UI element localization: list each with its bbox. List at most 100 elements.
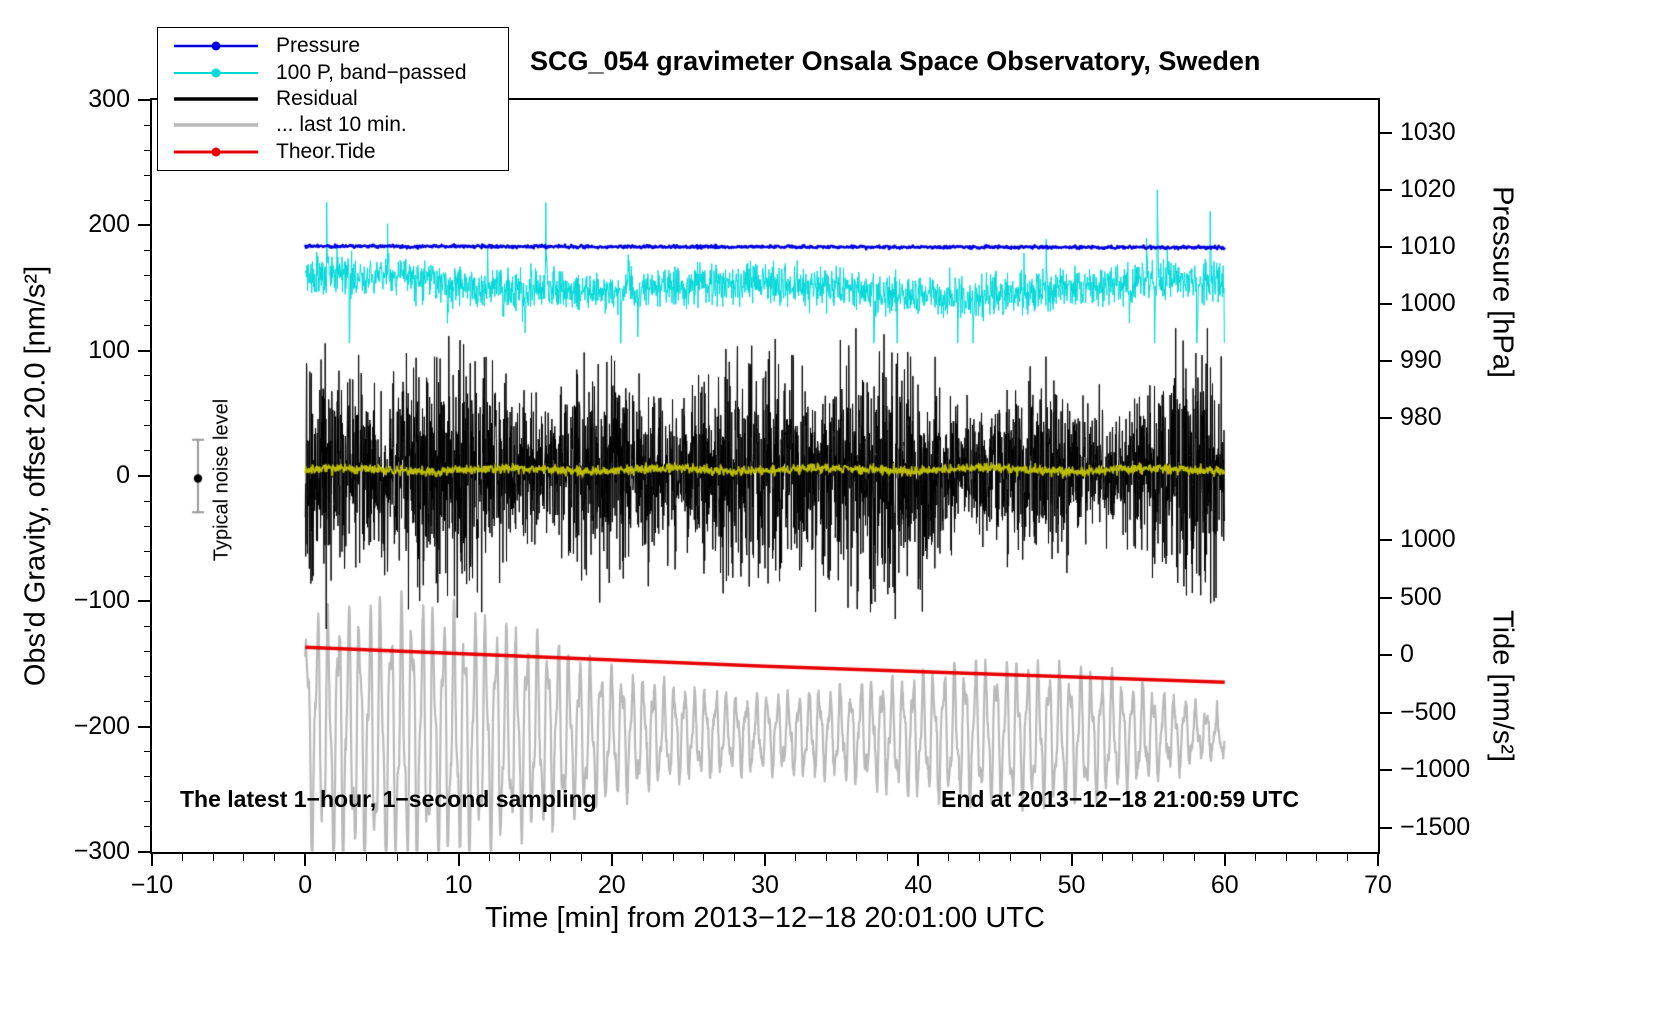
y-minor-tick [144, 325, 150, 327]
tide-tick-label: 500 [1400, 582, 1442, 611]
x-minor-tick [856, 854, 858, 861]
tide-tick-label: 1000 [1400, 525, 1456, 554]
y-major-tick [138, 600, 150, 603]
y-minor-tick [144, 450, 150, 452]
x-minor-tick [1254, 854, 1256, 861]
y-major-tick [138, 851, 150, 853]
x-minor-tick [1009, 854, 1011, 861]
y-minor-tick [144, 801, 150, 803]
x-minor-tick [488, 854, 490, 861]
x-minor-tick [948, 854, 950, 861]
y-major-tick [138, 725, 150, 728]
x-tick-label: 50 [1057, 871, 1086, 899]
y-axis-label-left: Obs'd Gravity, offset 20.0 [nm/s²] [19, 265, 52, 687]
x-tick-label: 70 [1364, 871, 1392, 899]
y-major-tick [138, 475, 150, 477]
x-tick-label: 60 [1210, 871, 1239, 899]
plot-canvas [152, 100, 1378, 852]
x-major-tick [1377, 854, 1379, 866]
y-minor-tick [144, 425, 150, 427]
y-tick-label: 300 [88, 85, 130, 113]
pressure-tick [1380, 188, 1392, 191]
tide-tick [1380, 826, 1392, 829]
y-tick-label: −300 [73, 837, 130, 865]
y-major-tick [138, 349, 150, 352]
x-minor-tick [1040, 854, 1042, 861]
x-tick-label: 10 [444, 871, 473, 899]
x-minor-tick [274, 854, 276, 861]
y-minor-tick [144, 575, 150, 577]
x-minor-tick [1346, 854, 1348, 861]
x-major-tick [151, 854, 153, 866]
chart-title: SCG_054 gravimeter Onsala Space Observat… [530, 46, 1261, 76]
legend-marker-line [174, 123, 258, 128]
x-minor-tick [887, 854, 889, 861]
x-minor-tick [641, 854, 643, 861]
x-minor-tick [1162, 854, 1164, 861]
tide-tick [1380, 711, 1392, 714]
pressure-tick-label: 980 [1400, 402, 1442, 431]
x-minor-tick [427, 854, 429, 861]
x-minor-tick [1285, 854, 1287, 861]
end-time-annotation: End at 2013−12−18 21:00:59 UTC [941, 786, 1299, 812]
y-minor-tick [144, 174, 150, 176]
x-minor-tick [795, 854, 797, 861]
x-axis-label: Time [min] from 2013−12−18 20:01:00 UTC [485, 902, 1045, 934]
y-tick-label: −200 [73, 711, 130, 740]
legend-item-label: Pressure [276, 34, 361, 58]
y-minor-tick [144, 776, 150, 778]
x-minor-tick [549, 854, 551, 861]
plot-area [150, 98, 1380, 854]
x-minor-tick [366, 854, 368, 861]
y-major-tick [138, 99, 150, 101]
y-axis-label-tide: Tide [nm/s²] [1486, 609, 1519, 763]
y-minor-tick [144, 676, 150, 678]
legend: Pressure 100 P, band−passed Residual ... la… [157, 27, 509, 171]
x-minor-tick [733, 854, 735, 861]
y-tick-label: 100 [88, 335, 130, 364]
x-minor-tick [1316, 854, 1318, 861]
y-minor-tick [144, 300, 150, 302]
x-major-tick [917, 854, 920, 866]
y-minor-tick [144, 650, 150, 652]
x-tick-label: 30 [751, 871, 779, 899]
pressure-tick [1380, 245, 1392, 248]
y-minor-tick [144, 751, 150, 753]
y-minor-tick [144, 550, 150, 552]
x-minor-tick [1101, 854, 1103, 861]
x-minor-tick [212, 854, 214, 861]
legend-item: Residual [158, 87, 508, 111]
y-minor-tick [144, 274, 150, 276]
legend-marker-dot-line [174, 68, 258, 78]
x-minor-tick [396, 854, 398, 861]
y-minor-tick [144, 625, 150, 627]
y-minor-tick [144, 400, 150, 402]
x-minor-tick [703, 854, 705, 861]
x-tick-label: 0 [298, 871, 313, 899]
x-major-tick [610, 854, 613, 866]
y-minor-tick [144, 525, 150, 527]
x-tick-label: −10 [130, 871, 174, 899]
y-minor-tick [144, 375, 150, 377]
tide-tick [1380, 596, 1392, 599]
x-minor-tick [1132, 854, 1134, 861]
y-axis-label-pressure: Pressure [hPa] [1486, 186, 1519, 378]
x-minor-tick [1193, 854, 1195, 861]
x-major-tick [457, 854, 460, 866]
x-major-tick [764, 854, 766, 866]
legend-item: 100 P, band−passed [158, 61, 508, 85]
y-major-tick [138, 224, 150, 227]
pressure-tick-label: 1030 [1400, 117, 1456, 146]
y-tick-label: 200 [88, 210, 130, 239]
pressure-tick [1380, 359, 1392, 362]
sampling-annotation: The latest 1−hour, 1−second sampling [180, 786, 597, 812]
y-tick-label: −100 [73, 586, 130, 615]
x-minor-tick [335, 854, 337, 861]
tide-tick [1380, 539, 1392, 542]
legend-item-label: Theor.Tide [276, 139, 376, 163]
x-major-tick [1070, 854, 1073, 866]
legend-item: Pressure [158, 34, 508, 58]
legend-item-label: 100 P, band−passed [276, 60, 467, 84]
x-major-tick [1223, 854, 1226, 866]
